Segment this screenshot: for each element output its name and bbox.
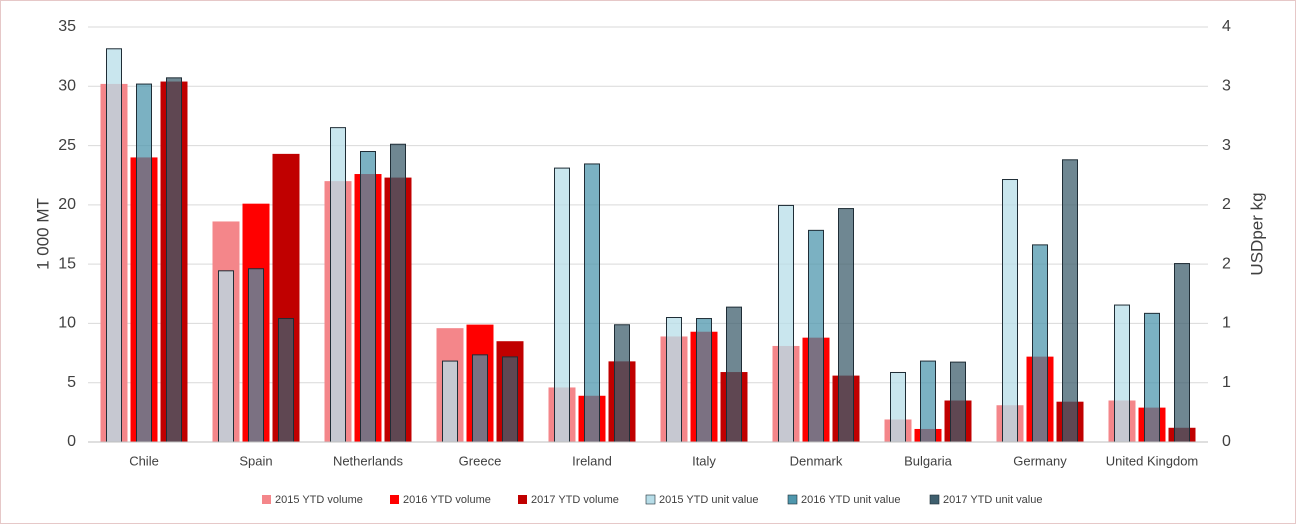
unit-value-bar: [778, 204, 794, 443]
y-axis-label: 1 000 MT: [33, 198, 52, 270]
legend-swatch: [390, 495, 399, 504]
x-tick-label: Spain: [239, 453, 272, 468]
y-tick-label: 20: [58, 196, 76, 213]
y2-tick-label: 3: [1222, 77, 1231, 94]
unit-value-bar: [696, 318, 712, 443]
y2-tick-label: 3: [1222, 137, 1231, 154]
y2-tick-label: 1: [1222, 315, 1231, 332]
y2-axis-label: USDper kg: [1247, 192, 1266, 275]
unit-value-bar: [920, 360, 936, 443]
unit-value-bar: [278, 318, 294, 443]
unit-value-bar: [890, 371, 906, 443]
unit-value-bar: [472, 354, 488, 443]
unit-value-bar: [1062, 159, 1078, 443]
y-tick-label: 0: [67, 433, 76, 450]
legend-label: 2017 YTD volume: [531, 494, 619, 506]
unit-value-bar: [726, 306, 742, 443]
x-tick-label: Germany: [1013, 453, 1067, 468]
unit-value-bar: [360, 151, 376, 443]
x-tick-label: Greece: [459, 453, 502, 468]
x-tick-label: Italy: [692, 453, 716, 468]
x-tick-label: Netherlands: [333, 453, 404, 468]
unit-value-bar: [106, 48, 122, 443]
y-tick-label: 35: [58, 18, 76, 35]
unit-value-bar: [136, 83, 152, 443]
x-tick-label: Denmark: [790, 453, 843, 468]
y2-tick-label: 0: [1222, 433, 1231, 450]
legend-label: 2016 YTD volume: [403, 494, 491, 506]
y-tick-label: 15: [58, 255, 76, 272]
legend-swatch: [262, 495, 271, 504]
unit-value-bar: [584, 163, 600, 443]
y-tick-label: 30: [58, 78, 76, 95]
legend-label: 2015 YTD volume: [275, 494, 363, 506]
unit-value-bar: [838, 208, 854, 443]
y2-tick-label: 2: [1222, 255, 1231, 272]
unit-value-bar: [808, 229, 824, 443]
unit-value-bar: [614, 324, 630, 443]
unit-value-bar: [1144, 312, 1160, 443]
unit-value-bar: [502, 356, 518, 443]
unit-value-bar: [666, 317, 682, 443]
legend-swatch: [787, 494, 798, 505]
y2-tick-label: 1: [1222, 374, 1231, 391]
unit-value-bar: [1002, 179, 1018, 443]
unit-value-bar: [330, 127, 346, 443]
y-tick-label: 10: [58, 315, 76, 332]
legend-label: 2015 YTD unit value: [659, 494, 758, 506]
unit-value-bar: [1114, 304, 1130, 443]
unit-value-bar: [1174, 263, 1190, 443]
unit-value-bar: [1032, 244, 1048, 443]
x-tick-label: Ireland: [572, 453, 612, 468]
unit-value-bar: [390, 143, 406, 443]
unit-value-bar: [166, 77, 182, 443]
legend-swatch: [645, 494, 656, 505]
unit-value-bar: [442, 360, 458, 443]
x-tick-label: United Kingdom: [1106, 453, 1199, 468]
y2-tick-label: 4: [1222, 18, 1231, 35]
unit-value-bar: [554, 167, 570, 443]
legend-swatch: [518, 495, 527, 504]
y-tick-label: 5: [67, 374, 76, 391]
unit-value-bar: [218, 270, 234, 443]
legend-label: 2016 YTD unit value: [801, 494, 900, 506]
unit-value-bar: [950, 361, 966, 443]
legend-label: 2017 YTD unit value: [943, 494, 1042, 506]
x-tick-label: Chile: [129, 453, 159, 468]
y2-tick-label: 2: [1222, 196, 1231, 213]
legend-swatch: [929, 494, 940, 505]
x-tick-label: Bulgaria: [904, 453, 952, 468]
y-tick-label: 25: [58, 137, 76, 154]
unit-value-bar: [248, 268, 264, 443]
